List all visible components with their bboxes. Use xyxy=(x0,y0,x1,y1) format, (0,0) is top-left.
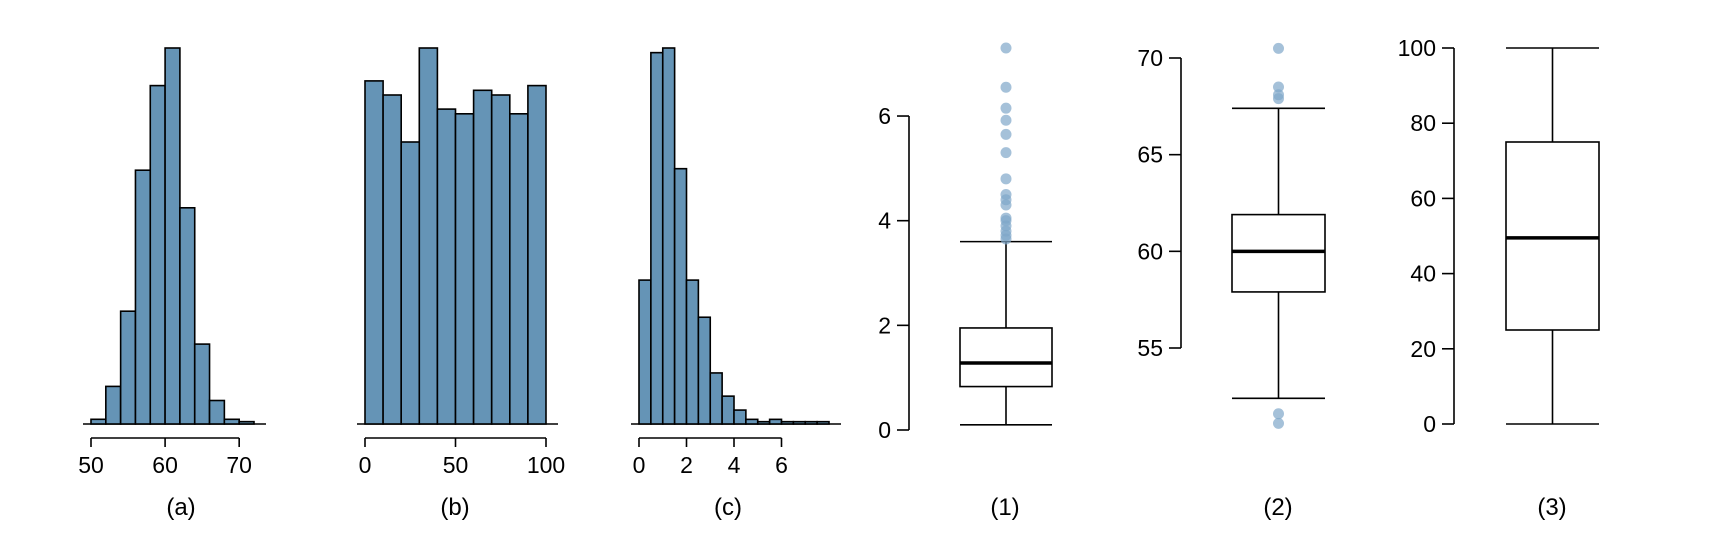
histogram-bar xyxy=(105,385,122,425)
outlier-point xyxy=(1000,212,1012,224)
x-tick-label: 6 xyxy=(775,452,788,478)
x-tick-label: 100 xyxy=(527,452,565,478)
outlier-point xyxy=(1273,417,1284,429)
y-tick-label: 2 xyxy=(878,312,891,338)
outlier-point xyxy=(1273,42,1284,54)
histogram-bar xyxy=(179,207,196,425)
outlier-point xyxy=(1000,81,1012,93)
outlier-point xyxy=(1000,147,1012,159)
histogram-bar xyxy=(119,310,137,425)
histogram-bar xyxy=(134,169,152,425)
y-tick-label: 6 xyxy=(878,103,891,129)
histogram-bar xyxy=(164,47,181,425)
chart-panel-4: 0 2 4 6 (1) xyxy=(878,42,1053,521)
outlier-point xyxy=(1000,128,1012,140)
histogram-bar xyxy=(208,399,226,425)
outlier-point xyxy=(1000,102,1012,114)
histogram-bar xyxy=(193,343,211,425)
y-tick-label: 65 xyxy=(1137,142,1163,168)
histogram-bar xyxy=(792,420,807,425)
y-tick-label: 60 xyxy=(1410,185,1436,211)
histogram-bar xyxy=(745,418,759,425)
y-tick-label: 60 xyxy=(1137,238,1163,264)
outlier-point xyxy=(1273,408,1284,420)
interquartile-box xyxy=(1231,213,1326,293)
histogram-bar xyxy=(650,51,664,425)
histogram-bar xyxy=(149,84,166,425)
histogram-bar xyxy=(685,279,700,425)
x-tick-label: 0 xyxy=(633,452,646,478)
histogram-bar xyxy=(454,113,475,425)
chart-panel-6: 0 20 40 60 80 100 (3) xyxy=(1398,35,1600,521)
histogram-bar xyxy=(90,418,107,425)
histogram-bar xyxy=(721,395,735,425)
histogram-bar xyxy=(733,409,747,425)
y-tick-label: 20 xyxy=(1410,336,1436,362)
panel-label: (c) xyxy=(714,494,742,521)
histogram-bar xyxy=(804,420,818,425)
histogram-bar xyxy=(490,94,511,425)
histogram-bar xyxy=(418,47,439,425)
panel-label: (a) xyxy=(166,494,195,521)
histogram-bar xyxy=(400,141,421,425)
histogram-bar xyxy=(472,89,493,425)
y-tick-label: 0 xyxy=(1423,411,1436,437)
histogram-bar xyxy=(780,420,795,425)
histogram-bar xyxy=(697,316,712,425)
interquartile-box xyxy=(1505,141,1600,331)
outlier-point xyxy=(1000,42,1012,54)
y-tick-label: 70 xyxy=(1137,45,1163,71)
chart-panel-3: 0 2 4 6 (c) xyxy=(631,47,841,521)
panel-label: (b) xyxy=(440,494,469,521)
x-tick-label: 4 xyxy=(728,452,741,478)
x-tick-label: 60 xyxy=(152,452,178,478)
chart-panel-5: 55 60 65 70 (2) xyxy=(1137,42,1326,521)
histogram-bar xyxy=(709,372,723,425)
histogram-bar xyxy=(768,418,783,425)
outlier-point xyxy=(1273,89,1284,101)
histogram-bar xyxy=(508,113,529,425)
histogram-bar xyxy=(638,279,652,425)
outlier-point xyxy=(1000,114,1012,126)
y-tick-label: 4 xyxy=(878,208,891,234)
x-tick-label: 50 xyxy=(443,452,469,478)
x-tick-label: 2 xyxy=(680,452,693,478)
outlier-point xyxy=(1000,189,1012,201)
histogram-bar xyxy=(364,80,384,425)
y-tick-label: 100 xyxy=(1398,35,1436,61)
histogram-bar xyxy=(223,418,240,425)
histogram-bar xyxy=(527,84,547,425)
histogram-bar xyxy=(673,167,688,425)
histogram-bar xyxy=(661,47,676,425)
chart-panel-1: 50 60 70 (a) xyxy=(78,47,266,521)
interquartile-box xyxy=(959,327,1053,388)
panel-label: (2) xyxy=(1263,494,1292,521)
outlier-point xyxy=(1273,81,1284,93)
panel-label: (1) xyxy=(990,494,1019,521)
histogram-bar xyxy=(756,420,771,425)
x-tick-label: 0 xyxy=(359,452,372,478)
histogram-bar xyxy=(238,420,255,425)
y-tick-label: 80 xyxy=(1410,110,1436,136)
x-tick-label: 50 xyxy=(78,452,104,478)
histogram-bar xyxy=(382,94,403,425)
y-tick-label: 55 xyxy=(1137,335,1163,361)
outlier-point xyxy=(1000,173,1012,185)
x-tick-label: 70 xyxy=(226,452,252,478)
histogram-bar xyxy=(436,108,457,425)
panel-label: (3) xyxy=(1537,494,1566,521)
chart-panel-2: 0 50 100 (b) xyxy=(357,47,565,521)
y-tick-label: 0 xyxy=(878,417,891,443)
y-tick-label: 40 xyxy=(1410,261,1436,287)
histogram-bar xyxy=(816,420,830,425)
